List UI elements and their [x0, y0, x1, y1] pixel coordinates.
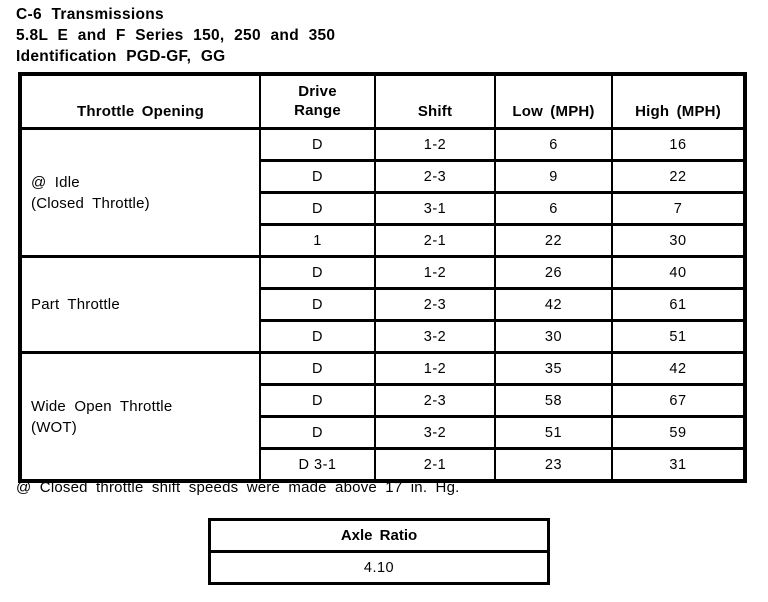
- cell-shift: 2-3: [374, 159, 496, 194]
- table-row: Part Throttle D 1-2 26 40: [19, 255, 746, 354]
- cell-drive-range: D: [259, 383, 376, 418]
- axle-ratio-header-row: Axle Ratio: [209, 519, 549, 553]
- table-row: D 2-3 42 61: [20, 287, 746, 322]
- axle-ratio-value: 4.10: [363, 559, 395, 576]
- shift-speed-table: Throttle Opening Drive Range Shift Low (…: [18, 72, 747, 483]
- cell-high-mph: 40: [611, 255, 746, 290]
- table-row: @ Idle (Closed Throttle) D 1-2 6 16: [19, 127, 746, 258]
- cell-drive-range: D: [259, 191, 376, 226]
- cell-low-mph: 26: [494, 255, 613, 290]
- cell-high-mph: 31: [611, 447, 746, 483]
- table-row: D 2-3 58 67: [20, 383, 746, 418]
- axle-ratio-header: Axle Ratio: [209, 519, 549, 553]
- cell-shift: 1-2: [374, 255, 496, 290]
- cell-drive-range: D: [259, 319, 376, 354]
- title-line-identification: Identification PGD-GF, GG: [16, 48, 226, 65]
- cell-high-mph: 7: [611, 191, 746, 226]
- cell-high-mph: 42: [611, 351, 746, 386]
- table-row: D 3-1 6 7: [20, 191, 746, 226]
- table-row: 1 2-1 22 30: [20, 223, 746, 258]
- table-row: D 3-2 51 59: [20, 415, 746, 450]
- table-row: D 2-3 9 22: [20, 159, 746, 194]
- cell-low-mph: 42: [494, 287, 613, 322]
- table-header-row: Throttle Opening Drive Range Shift Low (…: [19, 72, 746, 130]
- cell-drive-range: 1: [259, 223, 376, 258]
- cell-low-mph: 23: [494, 447, 613, 483]
- cell-low-mph: 51: [494, 415, 613, 450]
- cell-high-mph: 22: [611, 159, 746, 194]
- cell-low-mph: 58: [494, 383, 613, 418]
- title-line-series: 5.8L E and F Series 150, 250 and 350: [16, 27, 336, 44]
- cell-drive-range: D: [259, 255, 376, 290]
- page-title: C-6 Transmissions 5.8L E and F Series 15…: [16, 4, 335, 67]
- cell-drive-range: D: [259, 127, 376, 162]
- section-label-wot: Wide Open Throttle (WOT): [19, 351, 261, 483]
- section-label-part-throttle: Part Throttle: [19, 255, 261, 354]
- cell-low-mph: 22: [494, 223, 613, 258]
- table-row: Wide Open Throttle (WOT) D 1-2 35 42: [19, 351, 746, 483]
- cell-high-mph: 59: [611, 415, 746, 450]
- cell-low-mph: 30: [494, 319, 613, 354]
- cell-high-mph: 51: [611, 319, 746, 354]
- header-low-mph: Low (MPH): [494, 72, 613, 130]
- header-high-mph: High (MPH): [611, 72, 746, 130]
- cell-low-mph: 35: [494, 351, 613, 386]
- cell-shift: 2-1: [374, 447, 496, 483]
- cell-low-mph: 6: [494, 191, 613, 226]
- cell-drive-range: D: [259, 415, 376, 450]
- cell-shift: 2-1: [374, 223, 496, 258]
- cell-high-mph: 16: [611, 127, 746, 162]
- cell-drive-range: D 3-1: [259, 447, 376, 483]
- cell-drive-range: D: [259, 159, 376, 194]
- cell-high-mph: 61: [611, 287, 746, 322]
- cell-shift: 3-1: [374, 191, 496, 226]
- cell-low-mph: 9: [494, 159, 613, 194]
- cell-high-mph: 67: [611, 383, 746, 418]
- header-shift: Shift: [374, 72, 496, 130]
- axle-ratio-value-row: 4.10: [210, 552, 549, 584]
- cell-drive-range: D: [259, 287, 376, 322]
- table-row: D 3-1 2-1 23 31: [20, 447, 746, 483]
- axle-ratio-table: Axle Ratio 4.10: [208, 518, 550, 585]
- cell-shift: 3-2: [374, 415, 496, 450]
- cell-drive-range: D: [259, 351, 376, 386]
- cell-low-mph: 6: [494, 127, 613, 162]
- cell-shift: 1-2: [374, 127, 496, 162]
- cell-shift: 2-3: [374, 287, 496, 322]
- cell-high-mph: 30: [611, 223, 746, 258]
- cell-shift: 2-3: [374, 383, 496, 418]
- section-label-idle: @ Idle (Closed Throttle): [19, 127, 261, 258]
- header-throttle-opening: Throttle Opening: [19, 72, 261, 130]
- header-drive-range: Drive Range: [259, 72, 376, 130]
- closed-throttle-footnote: @ Closed throttle shift speeds were made…: [16, 479, 460, 496]
- cell-shift: 3-2: [374, 319, 496, 354]
- title-line-model: C-6 Transmissions: [16, 6, 164, 23]
- table-row: D 3-2 30 51: [20, 319, 746, 354]
- cell-shift: 1-2: [374, 351, 496, 386]
